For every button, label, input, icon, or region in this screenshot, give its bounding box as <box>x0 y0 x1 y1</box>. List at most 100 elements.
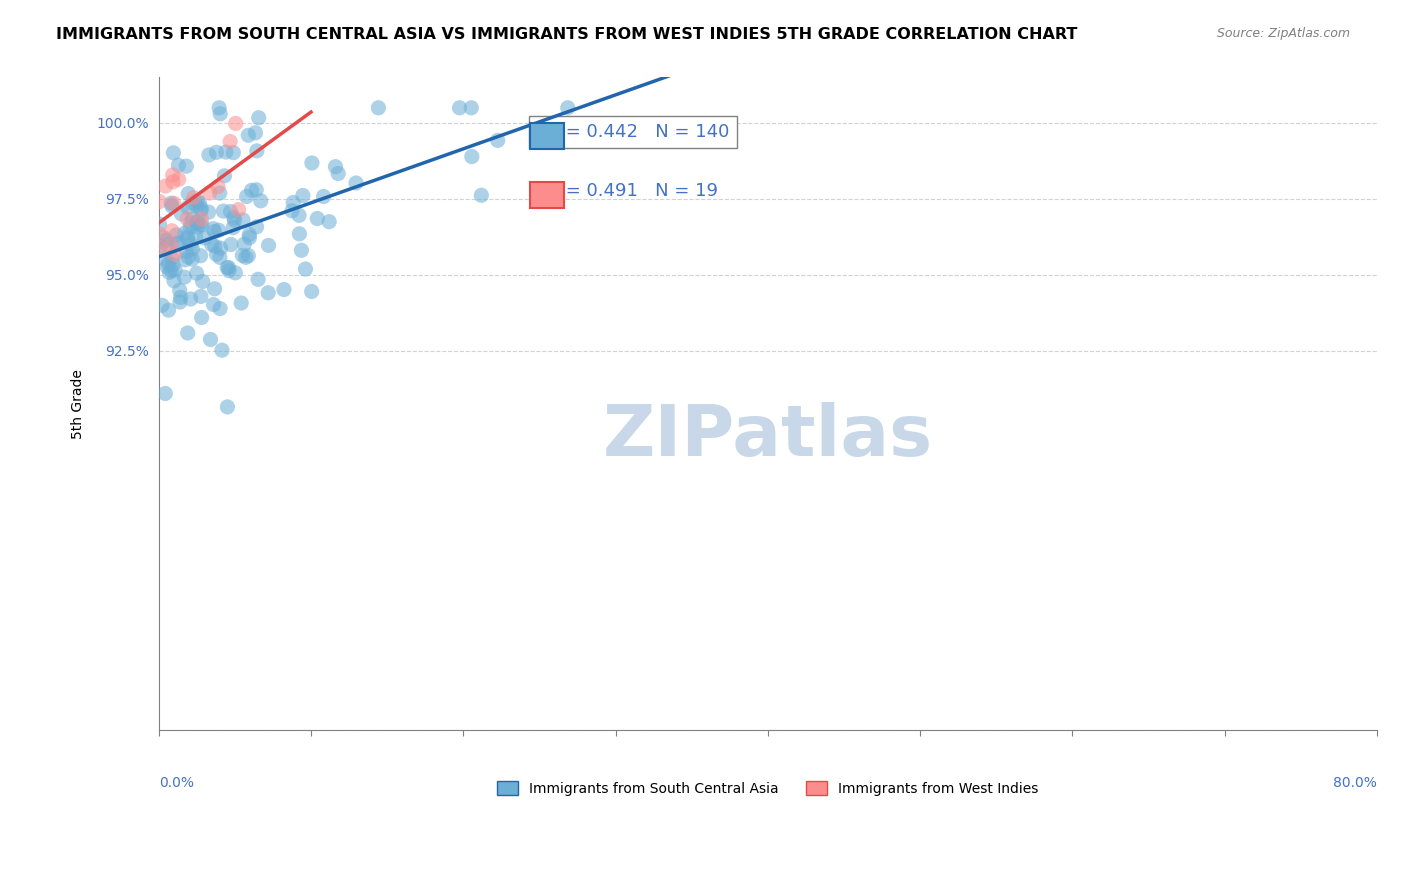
Immigrants from South Central Asia <box>449 101 471 115</box>
Immigrants from South Central Asia <box>215 145 238 159</box>
Text: 0.0%: 0.0% <box>159 776 194 789</box>
Immigrants from South Central Asia <box>156 260 179 274</box>
Immigrants from South Central Asia <box>202 297 225 311</box>
Immigrants from West Indies <box>162 168 184 182</box>
Immigrants from South Central Asia <box>238 230 260 244</box>
Immigrants from South Central Asia <box>312 189 335 203</box>
Immigrants from South Central Asia <box>240 183 263 197</box>
Immigrants from South Central Asia <box>325 160 347 174</box>
Immigrants from South Central Asia <box>217 260 239 275</box>
Immigrants from South Central Asia <box>205 145 228 160</box>
Immigrants from South Central Asia <box>162 145 184 160</box>
Immigrants from South Central Asia <box>149 238 172 252</box>
Immigrants from South Central Asia <box>245 183 267 197</box>
Immigrants from South Central Asia <box>219 204 242 219</box>
Immigrants from South Central Asia <box>186 198 208 212</box>
Immigrants from South Central Asia <box>174 226 197 240</box>
Immigrants from West Indies <box>176 211 198 226</box>
Immigrants from South Central Asia <box>150 298 173 312</box>
Immigrants from South Central Asia <box>224 213 246 227</box>
Immigrants from South Central Asia <box>186 220 208 235</box>
Immigrants from South Central Asia <box>184 229 207 244</box>
Immigrants from South Central Asia <box>233 237 256 252</box>
Immigrants from West Indies <box>163 247 186 261</box>
Immigrants from South Central Asia <box>167 235 190 250</box>
Immigrants from South Central Asia <box>190 203 212 218</box>
Immigrants from South Central Asia <box>160 196 183 211</box>
Immigrants from South Central Asia <box>301 156 323 170</box>
Immigrants from West Indies <box>167 172 190 186</box>
Immigrants from South Central Asia <box>231 296 253 310</box>
Immigrants from South Central Asia <box>191 218 214 232</box>
Immigrants from South Central Asia <box>177 250 200 264</box>
Immigrants from South Central Asia <box>176 244 198 259</box>
Immigrants from South Central Asia <box>155 233 177 247</box>
Immigrants from South Central Asia <box>190 310 212 325</box>
Immigrants from South Central Asia <box>160 199 183 213</box>
Immigrants from West Indies <box>162 175 184 189</box>
Immigrants from South Central Asia <box>181 196 204 211</box>
Immigrants from South Central Asia <box>152 230 174 244</box>
Immigrants from South Central Asia <box>460 101 482 115</box>
Immigrants from South Central Asia <box>235 250 257 264</box>
Immigrants from South Central Asia <box>232 213 254 227</box>
Immigrants from West Indies <box>160 238 183 252</box>
Immigrants from South Central Asia <box>222 211 245 225</box>
Immigrants from South Central Asia <box>344 176 367 190</box>
Immigrants from South Central Asia <box>180 216 202 230</box>
Immigrants from South Central Asia <box>222 220 245 235</box>
Immigrants from West Indies <box>183 191 205 205</box>
Immigrants from South Central Asia <box>180 237 202 252</box>
Immigrants from South Central Asia <box>181 252 204 266</box>
Immigrants from West Indies <box>207 179 229 194</box>
Immigrants from South Central Asia <box>186 216 208 230</box>
Immigrants from West Indies <box>148 194 170 209</box>
Immigrants from South Central Asia <box>231 248 253 262</box>
Y-axis label: 5th Grade: 5th Grade <box>72 369 86 439</box>
Immigrants from South Central Asia <box>162 258 184 272</box>
Immigrants from South Central Asia <box>176 230 198 244</box>
Immigrants from South Central Asia <box>169 283 191 297</box>
Immigrants from South Central Asia <box>238 249 260 263</box>
Immigrants from South Central Asia <box>217 400 239 414</box>
Immigrants from South Central Asia <box>157 257 180 271</box>
Immigrants from South Central Asia <box>204 239 226 253</box>
Immigrants from West Indies <box>225 116 247 130</box>
Immigrants from South Central Asia <box>169 290 191 304</box>
Immigrants from South Central Asia <box>173 270 195 285</box>
Immigrants from South Central Asia <box>318 215 340 229</box>
Immigrants from South Central Asia <box>273 283 295 297</box>
Immigrants from South Central Asia <box>294 262 316 277</box>
Immigrants from South Central Asia <box>165 263 187 277</box>
Immigrants from South Central Asia <box>208 101 231 115</box>
Immigrants from South Central Asia <box>181 212 204 227</box>
Immigrants from South Central Asia <box>202 221 225 235</box>
Immigrants from South Central Asia <box>163 274 186 288</box>
Immigrants from South Central Asia <box>179 220 201 235</box>
Immigrants from South Central Asia <box>186 194 208 208</box>
Immigrants from South Central Asia <box>190 249 212 263</box>
Immigrants from West Indies <box>190 212 212 227</box>
Immigrants from West Indies <box>148 227 170 241</box>
Immigrants from South Central Asia <box>186 215 208 229</box>
Immigrants from South Central Asia <box>177 326 200 340</box>
Immigrants from South Central Asia <box>367 101 389 115</box>
Immigrants from South Central Asia <box>257 238 280 252</box>
Text: R = 0.491   N = 19: R = 0.491 N = 19 <box>536 182 718 200</box>
Immigrants from South Central Asia <box>288 227 311 241</box>
Immigrants from South Central Asia <box>222 145 245 160</box>
FancyBboxPatch shape <box>530 123 564 149</box>
Immigrants from South Central Asia <box>247 111 270 125</box>
Immigrants from South Central Asia <box>247 272 270 286</box>
Immigrants from South Central Asia <box>257 285 280 300</box>
Immigrants from South Central Asia <box>238 227 260 242</box>
Text: ZIPatlas: ZIPatlas <box>603 402 934 471</box>
Immigrants from South Central Asia <box>200 333 222 347</box>
Immigrants from South Central Asia <box>177 231 200 245</box>
Immigrants from South Central Asia <box>281 203 304 218</box>
Immigrants from South Central Asia <box>245 219 267 234</box>
Immigrants from South Central Asia <box>169 295 191 310</box>
Immigrants from South Central Asia <box>197 205 219 219</box>
Immigrants from South Central Asia <box>209 301 232 316</box>
Immigrants from South Central Asia <box>177 201 200 215</box>
